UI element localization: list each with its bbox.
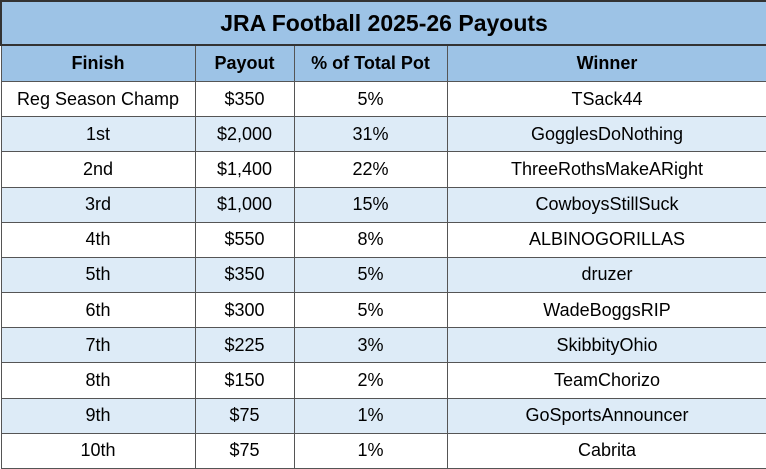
table-cell: 2nd: [0, 151, 196, 188]
title-row: JRA Football 2025-26 Payouts: [0, 0, 766, 46]
table-row: 5th $350 5% druzer: [0, 256, 766, 294]
table-cell: 4th: [0, 221, 196, 258]
table-cell: 1%: [293, 432, 448, 469]
table-cell: $150: [194, 362, 295, 399]
table-cell: 7th: [0, 327, 196, 364]
header-row: Finish Payout% of Total Pot Winner: [0, 44, 766, 82]
table-row: 9th $75 1% GoSportsAnnouncer: [0, 397, 766, 434]
table-row: 6th $300 5% WadeBoggsRIP: [0, 292, 766, 329]
table-cell: TSack44: [446, 80, 766, 118]
column-header: Winner: [446, 44, 766, 82]
column-header: Payout: [194, 44, 295, 82]
table-cell: $300: [194, 292, 295, 329]
table-cell: 8th: [0, 362, 196, 399]
table-cell: TeamChorizo: [446, 362, 766, 399]
table-cell: 3%: [293, 327, 448, 364]
table-cell: Cabrita: [446, 432, 766, 469]
table-cell: 2%: [293, 362, 448, 399]
table-cell: SkibbityOhio: [446, 327, 766, 364]
table-row: 1st $2,000 31% GogglesDoNothing: [0, 116, 766, 153]
table-cell: 22%: [293, 151, 448, 188]
table-cell: druzer: [446, 256, 766, 294]
table-cell: $550: [194, 221, 295, 258]
table-row: Reg Season Champ $350 5% TSack44: [0, 80, 766, 118]
table-cell: WadeBoggsRIP: [446, 292, 766, 329]
table-cell: 31%: [293, 116, 448, 153]
table-cell: 8%: [293, 221, 448, 258]
table-cell: Reg Season Champ: [0, 80, 196, 118]
table-title: JRA Football 2025-26 Payouts: [0, 0, 766, 46]
table-cell: 15%: [293, 186, 448, 223]
table-cell: $1,000: [194, 186, 295, 223]
table-row: 2nd $1,400 22% ThreeRothsMakeARight: [0, 151, 766, 188]
table-cell: 5th: [0, 256, 196, 294]
table-cell: ThreeRothsMakeARight: [446, 151, 766, 188]
table-cell: 6th: [0, 292, 196, 329]
table-cell: 3rd: [0, 186, 196, 223]
table-cell: CowboysStillSuck: [446, 186, 766, 223]
table-cell: $75: [194, 397, 295, 434]
table-cell: 5%: [293, 80, 448, 118]
table-row: 7th $225 3% SkibbityOhio: [0, 327, 766, 364]
table-cell: 9th: [0, 397, 196, 434]
table-cell: 10th: [0, 432, 196, 469]
table-cell: ALBINOGORILLAS: [446, 221, 766, 258]
table-cell: GoSportsAnnouncer: [446, 397, 766, 434]
table-row: 4th $550 8% ALBINOGORILLAS: [0, 221, 766, 258]
table-cell: GogglesDoNothing: [446, 116, 766, 153]
table-cell: $2,000: [194, 116, 295, 153]
table-cell: 5%: [293, 256, 448, 294]
table-cell: 5%: [293, 292, 448, 329]
table-cell: $350: [194, 80, 295, 118]
table-cell: $1,400: [194, 151, 295, 188]
table-cell: $350: [194, 256, 295, 294]
column-header: Finish: [0, 44, 196, 82]
column-header: % of Total Pot: [293, 44, 448, 82]
table-cell: $225: [194, 327, 295, 364]
table-cell: 1%: [293, 397, 448, 434]
table-row: 8th $150 2% TeamChorizo: [0, 362, 766, 399]
table-body: Reg Season Champ $350 5% TSack44 1st $2,000 31…: [0, 80, 766, 469]
table-cell: 1st: [0, 116, 196, 153]
table-cell: $75: [194, 432, 295, 469]
table-row: 3rd $1,000 15% CowboysStillSuck: [0, 186, 766, 223]
table-row: 10th $75 1% Cabrita: [0, 432, 766, 469]
